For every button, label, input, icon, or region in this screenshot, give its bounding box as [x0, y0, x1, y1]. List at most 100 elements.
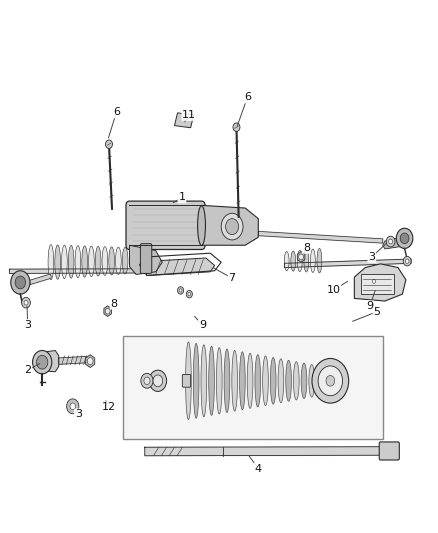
Polygon shape	[86, 355, 95, 368]
Polygon shape	[40, 351, 59, 372]
Ellipse shape	[198, 206, 205, 246]
Ellipse shape	[284, 252, 289, 271]
Polygon shape	[354, 264, 406, 301]
Ellipse shape	[68, 245, 74, 278]
FancyBboxPatch shape	[126, 201, 205, 249]
Ellipse shape	[317, 248, 322, 273]
Ellipse shape	[297, 251, 302, 272]
Circle shape	[386, 236, 395, 247]
Text: 6: 6	[113, 107, 120, 117]
Text: 4: 4	[255, 464, 262, 473]
Text: 9: 9	[199, 320, 206, 330]
Text: 7: 7	[229, 273, 236, 283]
Text: 3: 3	[75, 409, 82, 419]
Polygon shape	[297, 252, 305, 262]
Ellipse shape	[311, 249, 315, 272]
Circle shape	[406, 259, 409, 263]
Circle shape	[105, 308, 110, 314]
Ellipse shape	[286, 360, 291, 401]
FancyBboxPatch shape	[182, 374, 191, 387]
Circle shape	[186, 290, 192, 298]
Polygon shape	[130, 245, 162, 274]
Ellipse shape	[122, 247, 128, 274]
Polygon shape	[284, 259, 411, 268]
Ellipse shape	[109, 247, 114, 275]
Circle shape	[318, 366, 343, 395]
Ellipse shape	[102, 247, 108, 276]
Polygon shape	[258, 231, 383, 243]
Ellipse shape	[116, 247, 121, 274]
Ellipse shape	[193, 343, 199, 418]
Ellipse shape	[75, 246, 81, 278]
Text: 5: 5	[374, 306, 381, 317]
Ellipse shape	[55, 245, 60, 279]
Bar	[123, 336, 383, 439]
Polygon shape	[174, 113, 194, 128]
Ellipse shape	[240, 352, 245, 410]
Circle shape	[70, 403, 75, 410]
Ellipse shape	[48, 245, 54, 280]
Circle shape	[389, 239, 392, 244]
Text: 11: 11	[182, 110, 196, 120]
Text: 8: 8	[111, 298, 118, 309]
Ellipse shape	[278, 359, 284, 403]
Ellipse shape	[317, 366, 322, 395]
Circle shape	[32, 351, 52, 374]
Ellipse shape	[293, 362, 299, 400]
Ellipse shape	[263, 356, 268, 406]
Circle shape	[372, 279, 375, 284]
Circle shape	[36, 356, 48, 369]
FancyBboxPatch shape	[141, 244, 152, 273]
Circle shape	[221, 213, 243, 240]
Polygon shape	[143, 258, 215, 276]
Ellipse shape	[88, 246, 94, 277]
Ellipse shape	[209, 346, 214, 415]
Text: 3: 3	[368, 252, 375, 262]
Circle shape	[403, 256, 411, 266]
Circle shape	[106, 140, 113, 149]
Circle shape	[87, 358, 93, 365]
Circle shape	[226, 219, 239, 235]
Circle shape	[312, 359, 349, 403]
Polygon shape	[10, 269, 184, 273]
Ellipse shape	[95, 246, 101, 276]
Ellipse shape	[270, 358, 276, 404]
Polygon shape	[383, 238, 403, 249]
Circle shape	[299, 254, 304, 260]
Circle shape	[11, 271, 30, 294]
Circle shape	[149, 370, 166, 391]
Circle shape	[371, 277, 378, 286]
Bar	[361, 274, 394, 294]
Polygon shape	[104, 306, 111, 317]
Circle shape	[177, 287, 184, 294]
Ellipse shape	[255, 354, 261, 407]
Text: 6: 6	[244, 92, 251, 102]
Circle shape	[15, 276, 25, 289]
Ellipse shape	[301, 363, 307, 399]
Ellipse shape	[309, 365, 314, 397]
Text: 3: 3	[24, 320, 31, 330]
Circle shape	[21, 297, 30, 308]
Polygon shape	[201, 205, 258, 245]
Ellipse shape	[304, 249, 309, 272]
Ellipse shape	[232, 350, 237, 411]
Ellipse shape	[186, 342, 191, 419]
Ellipse shape	[62, 245, 67, 279]
Text: 8: 8	[303, 243, 310, 253]
Circle shape	[396, 228, 413, 248]
Ellipse shape	[291, 251, 296, 271]
Text: 9: 9	[366, 301, 373, 311]
Polygon shape	[59, 357, 88, 365]
Ellipse shape	[216, 348, 222, 414]
Circle shape	[67, 399, 79, 414]
Ellipse shape	[201, 345, 207, 417]
Circle shape	[179, 289, 182, 292]
Circle shape	[144, 377, 150, 384]
Polygon shape	[29, 274, 51, 285]
Text: 1: 1	[178, 192, 185, 203]
Circle shape	[400, 233, 409, 244]
Circle shape	[153, 375, 162, 386]
Polygon shape	[145, 447, 383, 456]
Ellipse shape	[224, 349, 230, 413]
Circle shape	[141, 373, 153, 388]
